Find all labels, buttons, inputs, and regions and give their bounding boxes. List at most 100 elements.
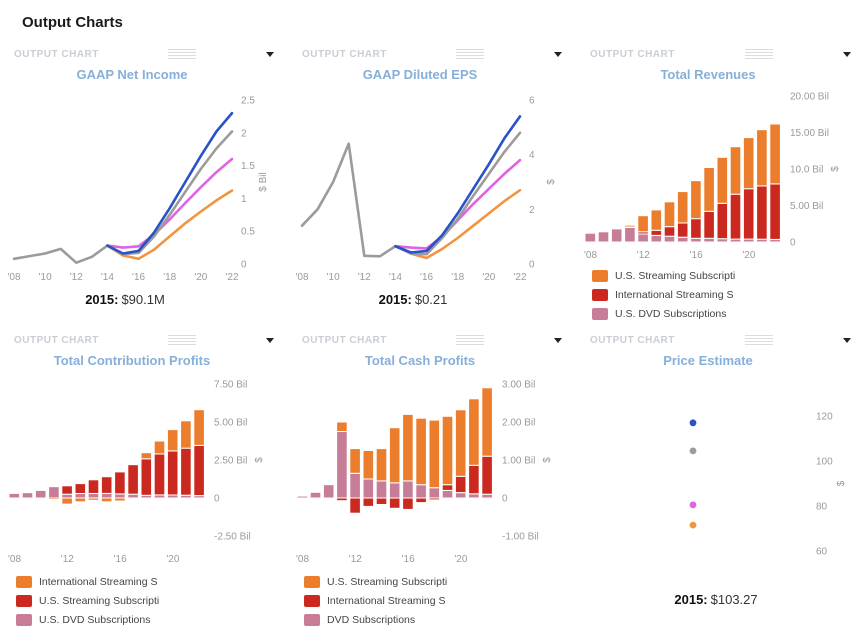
svg-text:5.00 Bil: 5.00 Bil (790, 201, 823, 212)
svg-text:'14: '14 (101, 272, 114, 283)
svg-text:'12: '12 (358, 272, 371, 283)
panel-header: OUTPUT CHART (288, 41, 576, 65)
svg-text:2.5: 2.5 (241, 96, 255, 107)
price-estimate-chart: 60 80 100 120 $ (576, 370, 865, 582)
svg-text:'08: '08 (295, 272, 308, 283)
svg-text:'08: '08 (584, 250, 597, 261)
svg-text:0: 0 (241, 260, 247, 271)
chart-annotation: 2015: $103.27 (576, 592, 856, 607)
svg-text:1.5: 1.5 (241, 161, 255, 172)
svg-text:-2.50 Bil: -2.50 Bil (214, 532, 251, 543)
legend-swatch (592, 270, 608, 282)
annotation-year: 2015: (85, 292, 119, 307)
svg-text:'20: '20 (194, 272, 207, 283)
annotation-year: 2015: (378, 292, 412, 307)
svg-text:'12: '12 (61, 554, 74, 565)
chevron-down-icon[interactable] (842, 51, 851, 57)
panel-header: OUTPUT CHART (576, 41, 865, 65)
chart-legend: International Streaming S U.S. Streaming … (0, 570, 280, 631)
chart-legend: U.S. Streaming Subscripti International S… (576, 264, 856, 327)
svg-text:$: $ (254, 457, 265, 463)
legend-swatch (304, 614, 320, 626)
total-revenues-chart: 0 5.00 Bil 10.0 Bil 15.00 Bil 20.00 Bil $ '08 '… (576, 84, 865, 264)
svg-text:$: $ (836, 480, 847, 486)
legend-swatch (304, 576, 320, 588)
drag-handle-icon[interactable] (168, 333, 197, 347)
legend-label: U.S. Streaming Subscripti (327, 576, 448, 588)
svg-text:'14: '14 (389, 272, 402, 283)
svg-text:3.00 Bil: 3.00 Bil (502, 380, 535, 391)
chart-title: Total Contribution Profits (53, 353, 211, 368)
total-cash-profits-chart: -1.00 Bil 0 1.00 Bil 2.00 Bil 3.00 Bil $ '08 '1… (288, 370, 576, 570)
chevron-down-icon[interactable] (265, 51, 274, 57)
panel-gaap-net-income: OUTPUT CHART GAAP Net Income 0 0.5 1 1.5 2 2.… (0, 41, 288, 327)
legend-label: U.S. DVD Subscriptions (615, 308, 727, 320)
estimate-blue (689, 419, 697, 427)
panel-header: OUTPUT CHART (0, 41, 288, 65)
svg-text:'12: '12 (349, 554, 362, 565)
svg-text:0.5: 0.5 (241, 227, 255, 238)
svg-text:'20: '20 (742, 250, 755, 261)
chevron-down-icon[interactable] (553, 51, 562, 57)
drag-handle-icon[interactable] (744, 333, 773, 347)
estimate-orange (689, 521, 697, 529)
panel-header: OUTPUT CHART (576, 327, 865, 351)
svg-text:1: 1 (241, 194, 247, 205)
legend-item: U.S. DVD Subscriptions (16, 614, 150, 626)
drag-handle-icon[interactable] (168, 47, 197, 61)
legend-swatch (16, 576, 32, 588)
legend-label: International Streaming S (327, 595, 446, 607)
svg-text:'16: '16 (132, 272, 145, 283)
estimate-gray (689, 447, 697, 455)
drag-handle-icon[interactable] (456, 333, 485, 347)
legend-item: U.S. DVD Subscriptions (592, 308, 727, 320)
svg-text:15.00 Bil: 15.00 Bil (790, 128, 829, 139)
chevron-down-icon[interactable] (553, 337, 562, 343)
gaap-diluted-eps-chart: 0 2 4 6 $ '08 '10 '12 '14 '16 '18 '20 '22 (288, 84, 576, 290)
svg-text:'20: '20 (482, 272, 495, 283)
svg-text:'10: '10 (327, 272, 340, 283)
svg-text:$: $ (830, 166, 841, 172)
panel-total-contribution-profits: OUTPUT CHART Total Contribution Profits … (0, 327, 288, 631)
svg-text:2: 2 (241, 128, 247, 139)
svg-text:'16: '16 (114, 554, 127, 565)
output-chart-label: OUTPUT CHART (14, 48, 99, 60)
chart-annotation: 2015: $0.21 (288, 292, 538, 307)
panel-gaap-diluted-eps: OUTPUT CHART GAAP Diluted EPS 0 2 4 6 $ '08 '1… (288, 41, 576, 327)
output-chart-label: OUTPUT CHART (302, 48, 387, 60)
chart-title: Total Revenues (660, 67, 756, 82)
svg-text:'08: '08 (8, 554, 21, 565)
svg-text:2.00 Bil: 2.00 Bil (502, 418, 535, 429)
annotation-value: $103.27 (710, 592, 758, 607)
legend-label: U.S. Streaming Subscripti (39, 595, 160, 607)
svg-text:'12: '12 (70, 272, 83, 283)
svg-text:'16: '16 (690, 250, 703, 261)
page-title: Output Charts (22, 14, 123, 31)
legend-label: DVD Subscriptions (327, 614, 416, 626)
svg-text:2: 2 (529, 205, 535, 216)
svg-text:0: 0 (502, 494, 508, 505)
chart-title: Price Estimate (663, 353, 753, 368)
legend-item: U.S. Streaming Subscripti (304, 576, 447, 588)
chevron-down-icon[interactable] (265, 337, 274, 343)
gaap-net-income-chart: 0 0.5 1 1.5 2 2.5 $ Bil '08 '10 '12 '14 '16 '18 '20 '2… (0, 84, 288, 290)
estimate-magenta (689, 501, 697, 509)
svg-text:$: $ (542, 457, 553, 463)
svg-text:$: $ (546, 179, 557, 185)
chevron-down-icon[interactable] (842, 337, 851, 343)
annotation-value: $90.1M (121, 292, 165, 307)
drag-handle-icon[interactable] (456, 47, 485, 61)
legend-item: U.S. Streaming Subscripti (16, 595, 160, 607)
output-chart-label: OUTPUT CHART (14, 334, 99, 346)
drag-handle-icon[interactable] (744, 47, 773, 61)
legend-label: U.S. Streaming Subscripti (615, 270, 736, 282)
legend-item: U.S. Streaming Subscripti (592, 270, 735, 282)
output-chart-label: OUTPUT CHART (302, 334, 387, 346)
svg-text:$ Bil: $ Bil (258, 172, 269, 191)
legend-item: DVD Subscriptions (304, 614, 436, 626)
svg-text:100: 100 (816, 457, 833, 468)
svg-text:10.0 Bil: 10.0 Bil (790, 165, 823, 176)
panel-header: OUTPUT CHART (0, 327, 288, 351)
panel-price-estimate: OUTPUT CHART Price Estimate 60 80 100 120 $ … (576, 327, 865, 631)
svg-text:'18: '18 (163, 272, 176, 283)
